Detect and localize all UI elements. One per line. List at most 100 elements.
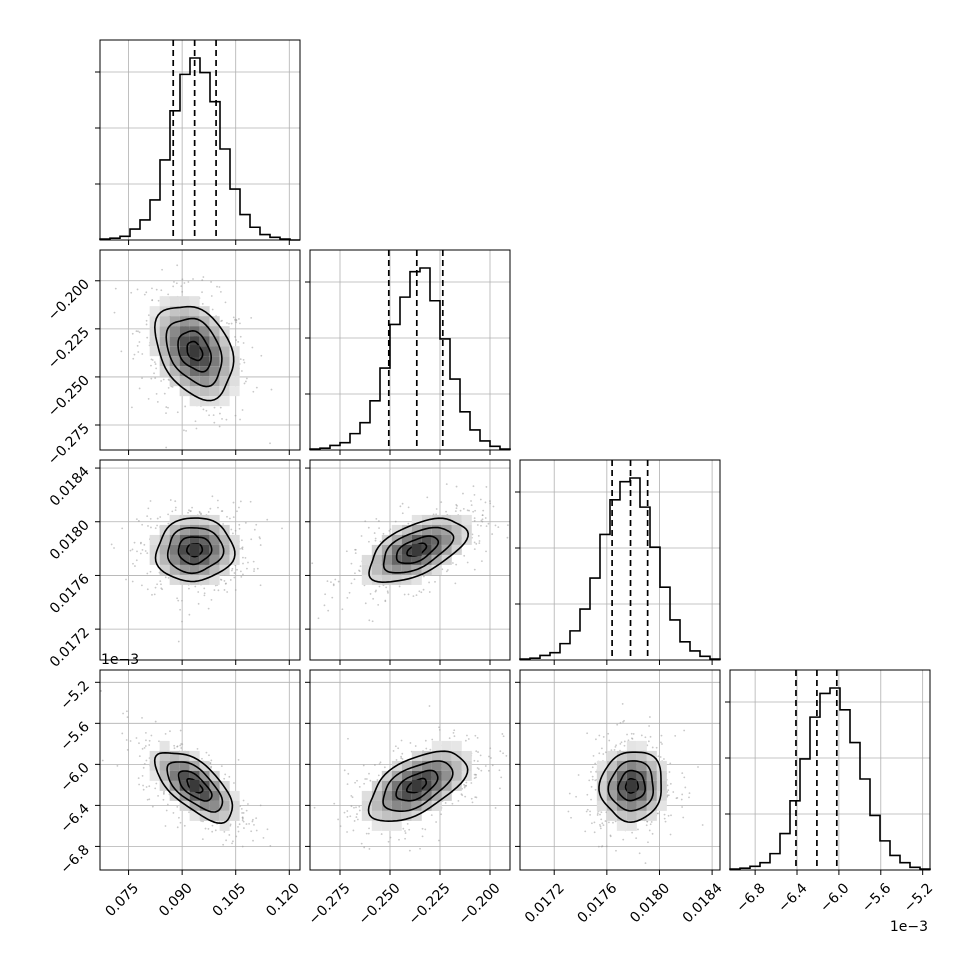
scatter-point	[373, 532, 376, 534]
scatter-point	[407, 522, 410, 525]
scatter-point	[138, 742, 140, 745]
scatter-point	[374, 537, 377, 540]
scatter-point	[392, 750, 395, 752]
scatter-point	[191, 506, 193, 509]
scatter-point	[213, 421, 216, 424]
scatter-point	[121, 527, 124, 530]
scatter-point	[203, 594, 206, 597]
scatter-point	[240, 370, 243, 372]
scatter-point	[167, 386, 170, 389]
scatter-point	[589, 813, 592, 816]
scatter-point	[174, 500, 177, 503]
scatter-point	[207, 511, 210, 513]
scatter-point	[241, 819, 244, 822]
density-cell	[371, 574, 382, 585]
density-cell	[411, 790, 422, 801]
scatter-point	[150, 364, 152, 367]
scatter-point	[243, 827, 245, 829]
density-cell	[189, 750, 200, 761]
scatter-point	[379, 761, 382, 764]
density-cell	[441, 750, 452, 761]
scatter-point	[354, 572, 356, 575]
scatter-point	[141, 548, 144, 551]
density-cell	[189, 514, 200, 525]
density-cell	[626, 790, 637, 801]
scatter-point	[234, 529, 237, 532]
scatter-point	[492, 505, 495, 508]
scatter-point	[365, 778, 368, 780]
x-tick-label: 0.120	[263, 880, 303, 920]
density-cell	[189, 574, 200, 585]
scatter-point	[348, 591, 351, 594]
scatter-point	[506, 524, 509, 527]
density-cell	[401, 810, 412, 821]
scatter-point	[159, 580, 162, 583]
scatter-point	[382, 532, 385, 535]
density-cell	[451, 514, 462, 525]
scatter-point	[194, 585, 197, 588]
x-offset-label: 1e−3	[890, 919, 928, 935]
scatter-point	[584, 830, 587, 833]
scatter-point	[475, 750, 478, 753]
y-tick-label: 0.0184	[47, 464, 93, 510]
contour-line	[406, 542, 428, 557]
scatter-point	[502, 752, 504, 755]
density-cell	[431, 760, 442, 771]
density-cell	[209, 366, 220, 377]
y-tick-label: −6.4	[57, 801, 92, 836]
scatter-point	[262, 837, 265, 839]
scatter-point	[346, 831, 348, 833]
scatter-point	[256, 567, 259, 570]
density-cell	[149, 316, 160, 327]
scatter-point	[604, 751, 607, 754]
scatter-point	[154, 720, 157, 723]
density-cell	[361, 810, 372, 821]
density-cell	[199, 770, 210, 781]
density-cell	[606, 790, 617, 801]
scatter-point	[233, 782, 235, 784]
scatter-point	[125, 710, 128, 713]
scatter-point	[137, 330, 139, 333]
density-cell	[441, 760, 452, 771]
scatter-point	[640, 734, 643, 737]
scatter-point	[327, 609, 330, 612]
scatter-point	[181, 599, 183, 602]
scatter-point	[232, 501, 235, 504]
scatter-point	[153, 593, 156, 596]
density-cell	[189, 564, 200, 575]
y-tick-label: −0.200	[45, 276, 93, 324]
density-cell	[656, 790, 667, 801]
scatter-point	[197, 602, 200, 605]
scatter-point	[586, 793, 589, 796]
scatter-point	[589, 810, 591, 813]
scatter-point	[154, 363, 157, 365]
density-cell	[219, 386, 230, 397]
scatter-point	[615, 849, 617, 852]
scatter-point	[149, 570, 152, 573]
scatter-point	[126, 716, 129, 719]
scatter-point	[513, 534, 515, 536]
contour-line	[382, 526, 455, 574]
panel-frame	[99, 459, 301, 661]
scatter-point	[438, 726, 440, 729]
scatter-point	[377, 520, 380, 522]
scatter-point	[248, 822, 250, 825]
scatter-point	[243, 361, 246, 364]
scatter-point	[440, 813, 443, 816]
density-cell	[431, 790, 442, 801]
y-tick-label: 0.0180	[47, 517, 93, 563]
scatter-point	[241, 816, 244, 819]
scatter-point	[353, 806, 355, 809]
scatter-point	[350, 562, 353, 565]
density-cell	[636, 800, 647, 811]
scatter-point	[210, 598, 213, 601]
scatter-point	[223, 777, 226, 780]
scatter-point	[180, 285, 183, 288]
density-cell	[219, 326, 230, 337]
scatter-point	[350, 794, 353, 797]
scatter-point	[459, 509, 462, 512]
scatter-point	[631, 831, 634, 834]
density-cell	[421, 760, 432, 771]
scatter-point	[252, 390, 255, 393]
scatter-point	[471, 533, 474, 536]
